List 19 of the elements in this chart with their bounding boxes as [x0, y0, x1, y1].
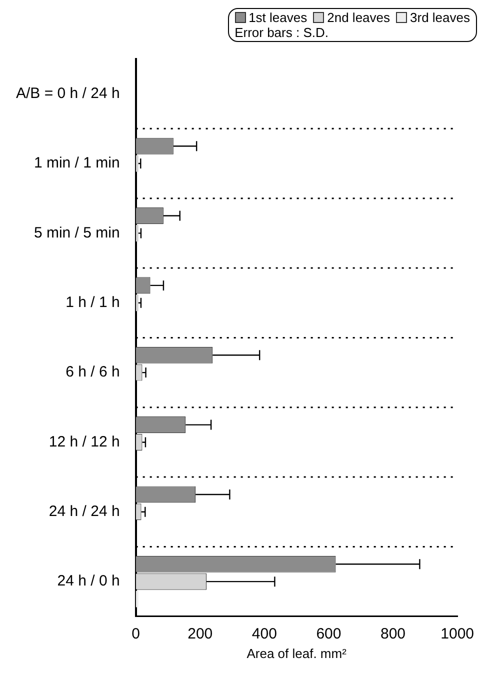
y-tick-label: 12 h / 12 h: [48, 433, 120, 450]
y-tick-label: 24 h / 24 h: [48, 503, 120, 520]
legend-label: 3rd leaves: [410, 10, 470, 25]
legend-label: 2nd leaves: [327, 10, 390, 25]
y-tick-label: 24 h / 0 h: [57, 572, 120, 590]
x-tick-label: 0: [132, 626, 140, 643]
x-tick-label: 600: [316, 626, 342, 643]
x-tick-label: 400: [252, 626, 277, 643]
y-tick-label: 1 min / 1 min: [34, 154, 120, 172]
y-tick-label: A/B = 0 h / 24 h: [16, 84, 120, 102]
legend-label: 1st leaves: [248, 10, 308, 25]
x-axis-title: Area of leaf. mm²: [246, 646, 348, 661]
x-tick-label: 200: [188, 626, 213, 643]
text: Error bars : S.D.: [234, 25, 330, 40]
y-tick-label: 6 h / 6 h: [66, 364, 120, 381]
x-tick-label: 800: [380, 626, 406, 643]
y-tick-label: 1 h / 1 h: [66, 294, 120, 312]
x-tick-label: 1000: [440, 626, 474, 643]
y-tick-label: 5 min / 5 min: [34, 224, 120, 242]
